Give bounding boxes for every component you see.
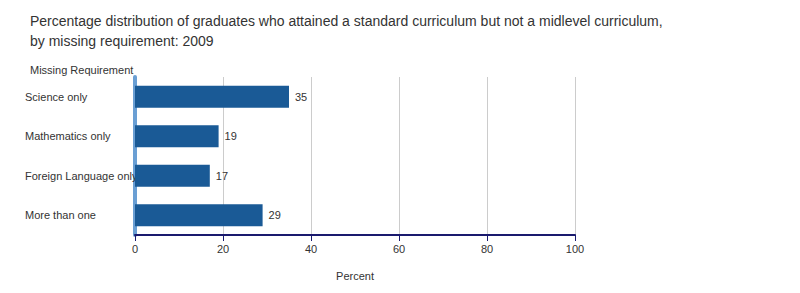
- svg-text:35: 35: [295, 91, 307, 103]
- svg-text:by missing requirement: 2009: by missing requirement: 2009: [30, 33, 214, 49]
- svg-text:Percentage distribution of gra: Percentage distribution of graduates who…: [30, 13, 663, 29]
- svg-text:100: 100: [566, 243, 584, 255]
- svg-text:Mathematics only: Mathematics only: [25, 130, 111, 142]
- svg-text:Missing Requirement: Missing Requirement: [30, 64, 133, 76]
- svg-text:60: 60: [393, 243, 405, 255]
- svg-text:0: 0: [132, 243, 138, 255]
- svg-text:19: 19: [225, 130, 237, 142]
- svg-text:20: 20: [217, 243, 229, 255]
- svg-text:Foreign Language only: Foreign Language only: [25, 170, 138, 182]
- svg-text:40: 40: [305, 243, 317, 255]
- svg-text:Science only: Science only: [25, 91, 88, 103]
- svg-text:Percent: Percent: [336, 270, 374, 282]
- svg-text:80: 80: [481, 243, 493, 255]
- svg-text:More than one: More than one: [25, 209, 96, 221]
- svg-text:29: 29: [269, 209, 281, 221]
- svg-text:17: 17: [216, 170, 228, 182]
